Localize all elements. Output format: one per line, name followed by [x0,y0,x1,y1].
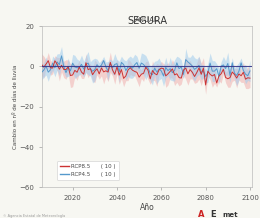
Text: ANUAL: ANUAL [135,17,159,23]
Legend: RCP8.5      ( 10 ), RCP4.5      ( 10 ): RCP8.5 ( 10 ), RCP4.5 ( 10 ) [57,161,119,180]
Y-axis label: Cambio en nº de días de lluvia: Cambio en nº de días de lluvia [13,65,18,149]
Text: A: A [198,210,204,218]
Title: SEGURA: SEGURA [127,16,167,26]
Text: © Agencia Estatal de Meteorología: © Agencia Estatal de Meteorología [3,214,65,218]
X-axis label: Año: Año [140,203,154,211]
Text: E: E [211,210,216,218]
Text: met: met [222,212,238,218]
